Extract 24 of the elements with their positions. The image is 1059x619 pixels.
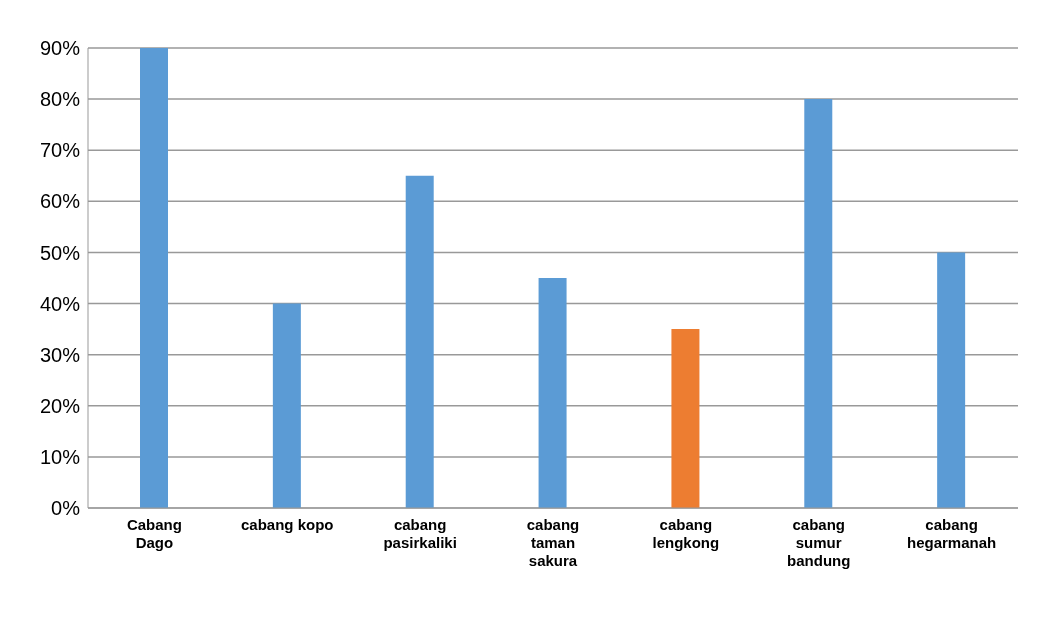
x-tick-label: cabang sumur bandung [787,516,851,569]
y-tick-label: 40% [39,292,81,315]
y-tick-label: 10% [39,445,81,468]
x-tick-label: cabang taman sakura [526,516,580,569]
bar [804,99,833,508]
y-tick-label: 90% [39,37,81,60]
x-tick-label: cabang lengkong [652,516,720,551]
y-tick-label: 0% [51,497,81,520]
bar [140,48,168,508]
bar [937,252,966,508]
x-tick-label: cabang pasirkaliki [383,516,457,551]
bar [671,329,700,508]
y-tick-label: 80% [39,88,81,111]
bar [538,278,567,508]
bar [272,303,301,508]
y-tick-label: 70% [39,139,81,162]
y-tick-label: 30% [39,343,81,366]
bar [405,175,434,508]
y-tick-label: 50% [39,241,81,264]
y-tick-label: 20% [39,394,81,417]
x-tick-label: cabang hegarmanah [906,516,997,551]
x-tick-label: Cabang Dago [126,516,182,551]
x-tick-label: cabang kopo [241,516,334,533]
y-tick-label: 60% [39,190,81,213]
